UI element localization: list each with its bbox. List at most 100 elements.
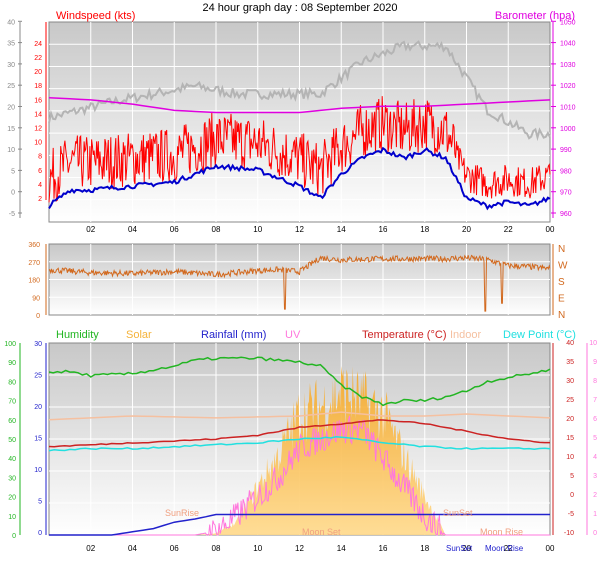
wind-x-tick: 14 — [337, 225, 346, 234]
wind-left-tick: 30 — [7, 62, 15, 69]
uv-tick: 5 — [593, 435, 597, 442]
wind-x-tick: 10 — [253, 225, 262, 234]
rainfall-line — [49, 513, 550, 536]
rainfall-tick: 15 — [34, 436, 42, 443]
wind-inner-tick: 8 — [38, 154, 42, 161]
temperature-tick: 35 — [566, 359, 574, 366]
temperature-tick: -10 — [564, 530, 574, 537]
humidity-line — [48, 356, 551, 407]
uv-tick: 2 — [593, 492, 597, 499]
wind-direction-line — [48, 254, 551, 312]
humidity-tick: 10 — [8, 514, 16, 521]
baro-tick: 1000 — [560, 126, 576, 133]
uv-tick: 3 — [593, 473, 597, 480]
wind-inner-tick: 4 — [38, 182, 42, 189]
compass-label: E — [558, 294, 565, 305]
gust-line — [48, 40, 551, 142]
wind-average-line — [48, 146, 551, 211]
temperature-tick: 10 — [566, 454, 574, 461]
temperature-tick: 20 — [566, 416, 574, 423]
climate-x-tick: 04 — [128, 544, 137, 553]
uv-tick: 8 — [593, 378, 597, 385]
wind-inner-tick: 22 — [34, 55, 42, 62]
chart-marks: -505101520253035402468101214161820222496… — [4, 19, 597, 553]
temperature-line — [48, 419, 550, 448]
temperature-tick: 5 — [570, 473, 574, 480]
baro-tick: 1020 — [560, 83, 576, 90]
barometer-line — [48, 97, 551, 114]
temperature-tick: 40 — [566, 340, 574, 347]
humidity-tick: 0 — [12, 533, 16, 540]
uv-line — [49, 415, 550, 537]
uv-tick: 7 — [593, 397, 597, 404]
wind-left-tick: 20 — [7, 105, 15, 112]
moonrise-annotation: Moon Rise — [480, 527, 523, 537]
rainfall-tick: 25 — [34, 373, 42, 380]
wind-inner-tick: 10 — [34, 140, 42, 147]
wind-x-tick: 20 — [462, 225, 471, 234]
humidity-tick: 100 — [4, 341, 16, 348]
climate-x-tick: 08 — [212, 544, 221, 553]
uv-tick: 6 — [593, 416, 597, 423]
dewpoint-line — [48, 436, 551, 452]
indoor-line — [48, 411, 551, 421]
baro-tick: 1030 — [560, 62, 576, 69]
wind-inner-tick: 2 — [38, 196, 42, 203]
rainfall-tick: 20 — [34, 404, 42, 411]
wind-x-tick: 16 — [379, 225, 388, 234]
temperature-tick: 30 — [566, 378, 574, 385]
rainfall-tick: 5 — [38, 499, 42, 506]
uv-tick: 1 — [593, 511, 597, 518]
climate-x-tick: 00 — [546, 544, 555, 553]
wind-left-tick: 10 — [7, 147, 15, 154]
indoor-label: Indoor — [450, 329, 482, 341]
uv-tick: 10 — [589, 340, 597, 347]
temperature-tick: -5 — [568, 511, 574, 518]
sunrise-annotation: SunRise — [165, 508, 199, 518]
rainfall-tick: 30 — [34, 341, 42, 348]
wind-left-tick: 0 — [11, 190, 15, 197]
baro-tick: 990 — [560, 147, 572, 154]
wind-x-tick: 06 — [170, 225, 179, 234]
uv-tick: 4 — [593, 454, 597, 461]
barometer-label: Barometer (hpa) — [495, 10, 575, 22]
windspeed-label: Windspeed (kts) — [56, 10, 135, 22]
direction-tick: 360 — [28, 242, 40, 249]
compass-label: S — [558, 277, 565, 288]
temperature-tick: 25 — [566, 397, 574, 404]
uv-tick: 0 — [593, 530, 597, 537]
climate-x-tick: 10 — [253, 544, 262, 553]
uv-label: UV — [285, 329, 301, 341]
wind-x-tick: 02 — [86, 225, 95, 234]
sunset-annotation: SunSet — [443, 508, 473, 518]
windspeed-line — [48, 96, 551, 203]
wind-inner-tick: 6 — [38, 168, 42, 175]
direction-tick: 270 — [28, 260, 40, 267]
compass-label: N — [558, 244, 565, 255]
temperature-tick: 15 — [566, 435, 574, 442]
humidity-tick: 40 — [8, 456, 16, 463]
wind-left-tick: 5 — [11, 168, 15, 175]
humidity-tick: 30 — [8, 475, 16, 482]
humidity-tick: 20 — [8, 495, 16, 502]
direction-tick: 90 — [32, 295, 40, 302]
wind-left-tick: 25 — [7, 83, 15, 90]
direction-tick: 0 — [36, 313, 40, 320]
wind-x-tick: 08 — [212, 225, 221, 234]
humidity-tick: 60 — [8, 418, 16, 425]
wind-inner-tick: 18 — [34, 83, 42, 90]
baro-tick: 1040 — [560, 41, 576, 48]
rainfall-label: Rainfall (mm) — [201, 329, 266, 341]
wind-x-tick: 18 — [420, 225, 429, 234]
temperature-label: Temperature (°C) — [362, 329, 446, 341]
page-title: 24 hour graph day : 08 September 2020 — [202, 2, 397, 14]
wind-inner-tick: 14 — [34, 111, 42, 118]
climate-x-tick: 14 — [337, 544, 346, 553]
wind-x-tick: 04 — [128, 225, 137, 234]
baro-tick: 1010 — [560, 105, 576, 112]
humidity-tick: 80 — [8, 379, 16, 386]
sunset-axis-annotation: SunSet — [446, 544, 473, 553]
climate-x-tick: 16 — [379, 544, 388, 553]
